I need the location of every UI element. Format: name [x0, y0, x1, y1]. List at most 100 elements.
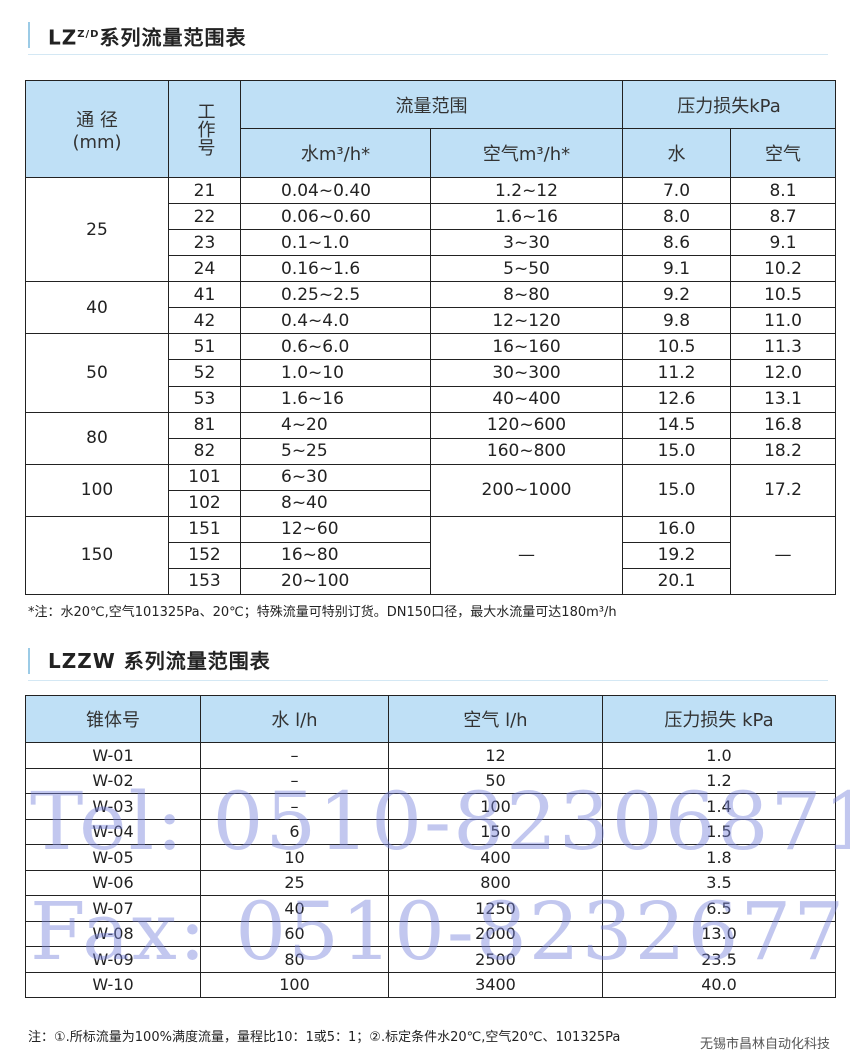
header-water: 水m³/h*: [240, 128, 431, 178]
dp-water-cell: 14.5: [622, 411, 731, 439]
work-no-cell: 151: [168, 515, 241, 543]
header-no: 工作号: [168, 80, 241, 178]
work-no-cell: 82: [168, 437, 241, 465]
header-dp-water: 水: [622, 128, 731, 178]
column-header: 锥体号: [25, 695, 201, 743]
dp-air-cell: 8.1: [730, 176, 836, 205]
water-flow-cell: 0.6~6.0: [240, 333, 431, 361]
work-no-cell: 23: [168, 229, 241, 257]
cone-no-cell: W-01: [25, 742, 201, 769]
cone-no-cell: W-06: [25, 869, 201, 896]
water-flow-cell: 0.06~0.60: [240, 203, 431, 231]
water-cell: 100: [200, 971, 389, 998]
column-header: 压力损失 kPa: [602, 695, 836, 743]
water-flow-cell: 0.16~1.6: [240, 255, 431, 283]
work-no-cell: 81: [168, 411, 241, 439]
dp-cell: 23.5: [602, 946, 836, 973]
air-flow-cell: 1.6~16: [430, 203, 623, 231]
dp-water-cell: 12.6: [622, 385, 731, 413]
table-row: 50 51 0.6~6.0 16~160 10.5 11.3: [25, 333, 836, 413]
dp-cell: 13.0: [602, 920, 836, 947]
table-row: 23 0.1~1.0 3~30 8.6 9.1: [26, 229, 836, 257]
table-row: W-03–100 1.4: [25, 793, 836, 820]
table-row: 52 1.0~10 30~300 11.2 12.0: [26, 359, 836, 387]
table-row: W-09 80 2500 23.5: [25, 946, 836, 973]
dp-air-cell: 16.8: [730, 411, 836, 439]
dp-water-cell: 15.0: [622, 437, 731, 465]
table-row: 152 16~80 19.2: [26, 541, 836, 569]
work-no-cell: 42: [168, 307, 241, 335]
table-row: W-07 40 1250 6.5: [25, 895, 836, 922]
water-cell: 60: [200, 920, 389, 947]
air-flow-cell: 160~800: [430, 437, 623, 465]
table-row: W-02–50 1.2: [25, 767, 836, 794]
dn-cell: 50: [25, 333, 169, 413]
cone-no-cell: W-02: [25, 767, 201, 794]
divider: [28, 54, 828, 55]
work-no-cell: 51: [168, 333, 241, 361]
header-dp: 压力损失kPa: [622, 80, 836, 129]
dp-water-cell: 16.0: [622, 515, 731, 543]
dp-water-cell: 9.8: [622, 307, 731, 335]
work-no-cell: 101: [168, 463, 241, 491]
table-row: 42 0.4~4.0 12~120 9.8 11.0: [26, 307, 836, 335]
dn-cell: 40: [25, 281, 169, 335]
water-flow-cell: 0.4~4.0: [240, 307, 431, 335]
table-row: W-10 100 3400 40.0: [25, 971, 836, 998]
water-cell: 6: [200, 818, 389, 845]
work-no-cell: 153: [168, 567, 241, 596]
dp-air-cell: 10.2: [730, 255, 836, 283]
water-cell: –: [200, 767, 389, 794]
section1-title: LZZ/D系列流量范围表: [28, 22, 246, 50]
air-cell: 400: [388, 844, 603, 871]
air-flow-cell: 30~300: [430, 359, 623, 387]
dp-cell: 40.0: [602, 971, 836, 998]
water-flow-cell: 16~80: [240, 541, 431, 569]
water-cell: 80: [200, 946, 389, 973]
flow-range-table-lzzw: 锥体号水 l/h 空气 l/h 压力损失 kPa W-01–12 1.0 W-02–50…: [25, 695, 836, 998]
dp-cell: 1.2: [602, 767, 836, 794]
cone-no-cell: W-08: [25, 920, 201, 947]
table-row: 25 21 0.04~0.40 1.2~12 7.0 8.1: [25, 176, 836, 283]
dp-cell: 3.5: [602, 869, 836, 896]
air-cell: 2500: [388, 946, 603, 973]
air-flow-cell: 8~80: [430, 281, 623, 309]
cone-no-cell: W-09: [25, 946, 201, 973]
air-cell: 50: [388, 767, 603, 794]
water-cell: –: [200, 742, 389, 769]
dp-air-cell: 9.1: [730, 229, 836, 257]
work-no-cell: 41: [168, 281, 241, 309]
table-row: 24 0.16~1.6 5~50 9.1 10.2: [26, 255, 836, 283]
dp-air-cell: 10.5: [730, 281, 836, 309]
air-cell: 12: [388, 742, 603, 769]
dp-water-cell: 9.2: [622, 281, 731, 309]
table-row: W-04 6 150 1.5: [25, 818, 836, 845]
dp-water-cell: 15.0: [622, 463, 731, 517]
water-flow-cell: 8~40: [240, 489, 431, 517]
water-flow-cell: 5~25: [240, 437, 431, 465]
water-flow-cell: 1.6~16: [240, 385, 431, 413]
cone-no-cell: W-07: [25, 895, 201, 922]
work-no-cell: 52: [168, 359, 241, 387]
cone-no-cell: W-10: [25, 971, 201, 998]
dn-cell: 150: [25, 515, 169, 596]
water-flow-cell: 0.04~0.40: [240, 176, 431, 205]
water-flow-cell: 20~100: [240, 567, 431, 596]
air-cell: 800: [388, 869, 603, 896]
water-flow-cell: 0.25~2.5: [240, 281, 431, 309]
water-flow-cell: 4~20: [240, 411, 431, 439]
air-cell: 150: [388, 818, 603, 845]
dp-air-cell: 18.2: [730, 437, 836, 465]
dp-air-cell: 13.1: [730, 385, 836, 413]
table2-note: 注：①.所标流量为100%满度流量，量程比10：1或5：1；②.标定条件水20℃…: [28, 1030, 621, 1045]
table-row: 100 101 6~30 200~1000 15.0 17.2: [25, 463, 836, 517]
dp-water-cell: 7.0: [622, 176, 731, 205]
water-flow-cell: 0.1~1.0: [240, 229, 431, 257]
dp-water-cell: 11.2: [622, 359, 731, 387]
dp-water-cell: 10.5: [622, 333, 731, 361]
air-cell: 1250: [388, 895, 603, 922]
air-cell: 3400: [388, 971, 603, 998]
work-no-cell: 152: [168, 541, 241, 569]
work-no-cell: 53: [168, 385, 241, 413]
dn-cell: 25: [25, 176, 169, 283]
